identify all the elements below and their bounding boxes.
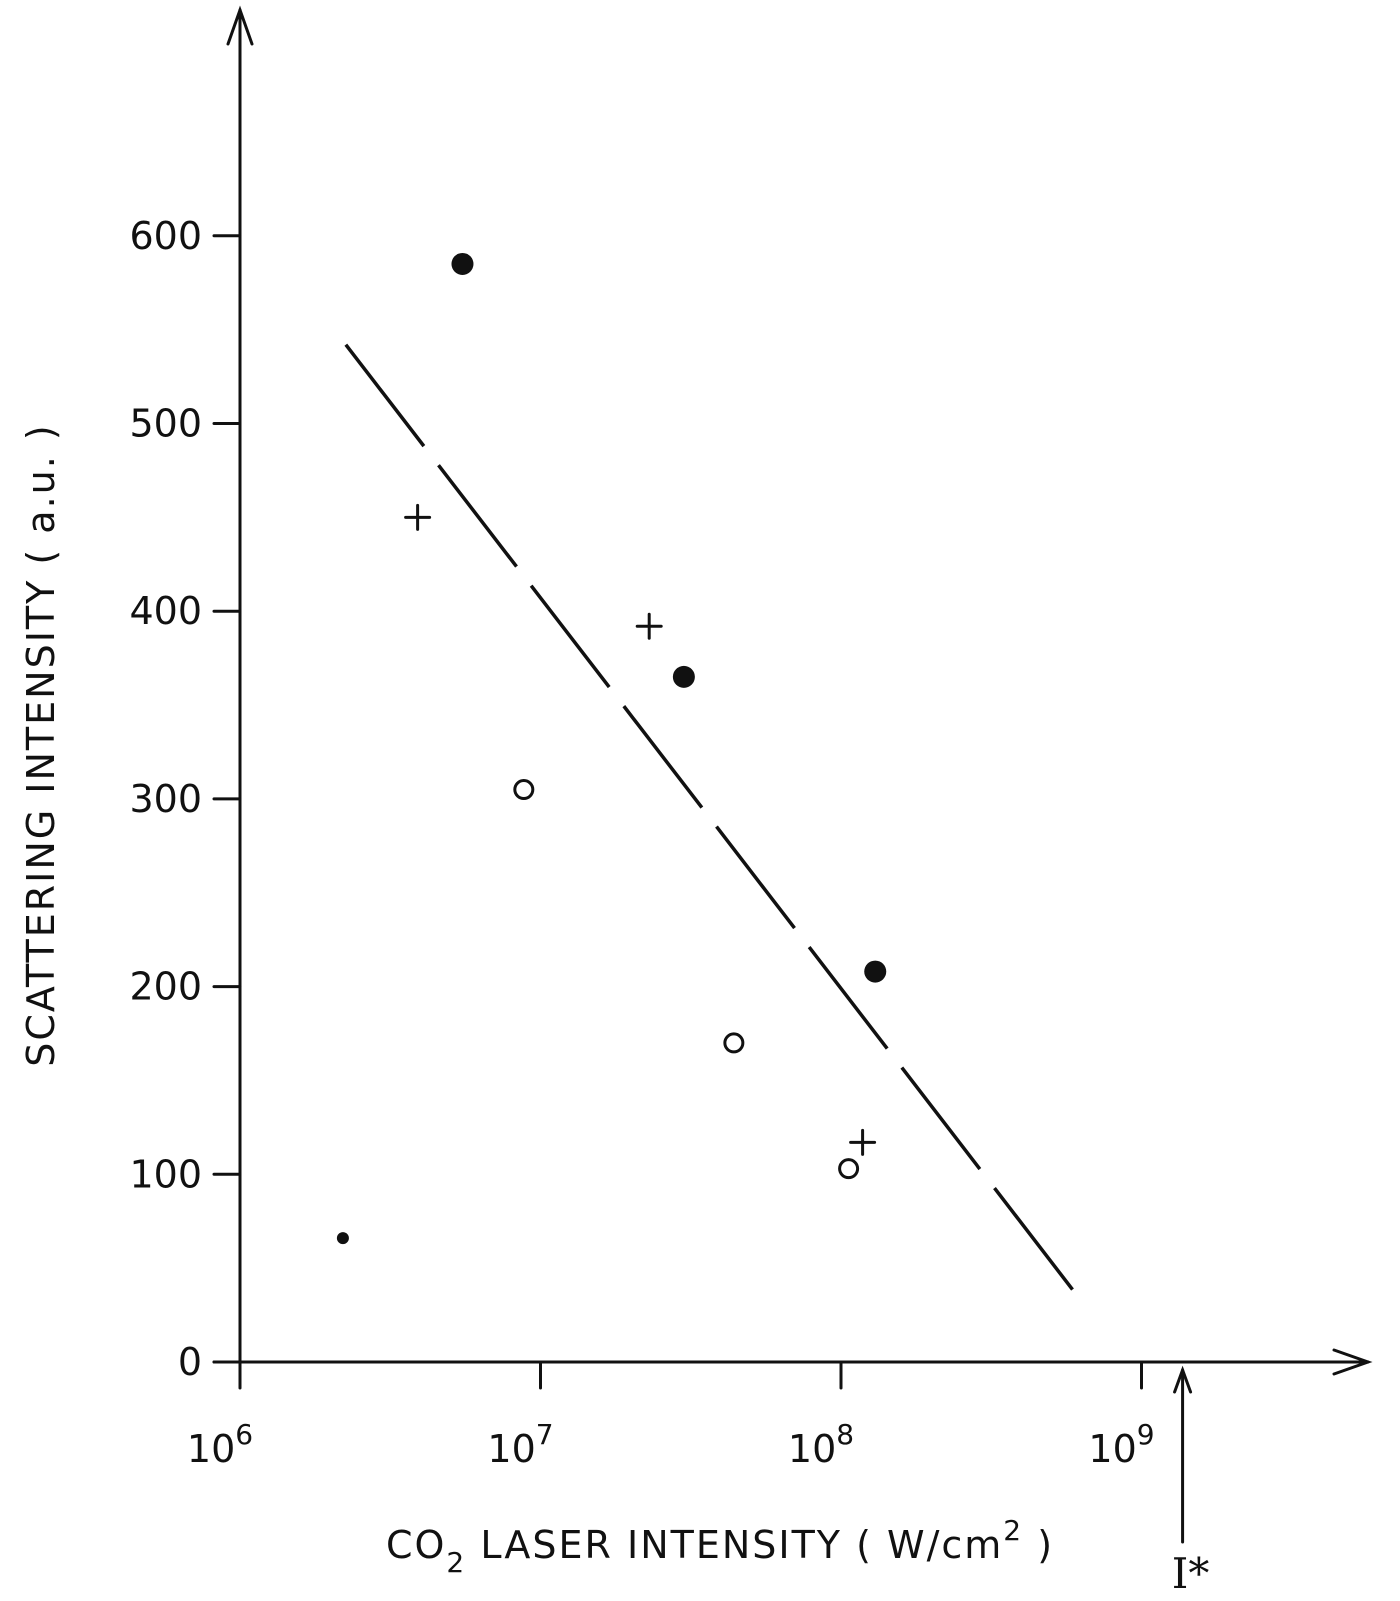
y-tick-label: 0 <box>178 1340 202 1384</box>
fit-line <box>344 343 1077 1294</box>
data-points <box>336 252 887 1245</box>
axes <box>212 5 1373 1376</box>
open-circle-point <box>513 779 535 801</box>
y-tick-label: 200 <box>129 965 202 1009</box>
open-circle-point <box>838 1158 860 1180</box>
y-axis-label: SCATTERING INTENSITY ( a.u. ) <box>19 423 63 1066</box>
annotation-arrow-head <box>1173 1365 1193 1394</box>
fit-line-group <box>344 343 1077 1294</box>
small-filled-point <box>336 1232 349 1245</box>
filled-circle-point <box>451 252 474 275</box>
plus-point <box>404 503 432 531</box>
y-tick-label: 100 <box>129 1152 202 1196</box>
axis-labels: I* CO2 LASER INTENSITY ( W/cm2 ) SCATTERIN… <box>19 423 1209 1598</box>
plus-point <box>635 612 663 640</box>
y-tick-label: 600 <box>129 214 202 258</box>
ticks: 0 100 200 300 400 500 600 106 107 108 109 <box>129 214 1154 1471</box>
x-tick-label: 108 <box>788 1418 854 1471</box>
y-tick-label: 400 <box>129 589 202 633</box>
x-tick-label: 109 <box>1088 1418 1154 1471</box>
y-axis-arrow <box>226 5 254 46</box>
filled-circle-point <box>672 665 695 688</box>
filled-circle-point <box>864 960 887 983</box>
plus-point <box>849 1128 877 1156</box>
x-axis-arrow <box>1332 1348 1373 1376</box>
x-axis-label: CO2 LASER INTENSITY ( W/cm2 ) <box>386 1514 1054 1579</box>
x-tick-label: 107 <box>487 1418 553 1471</box>
x-tick-label: 106 <box>187 1418 253 1471</box>
open-circle-point <box>723 1032 745 1054</box>
y-tick-label: 300 <box>129 777 202 821</box>
y-tick-label: 500 <box>129 402 202 446</box>
annotation-label: I* <box>1172 1549 1210 1598</box>
